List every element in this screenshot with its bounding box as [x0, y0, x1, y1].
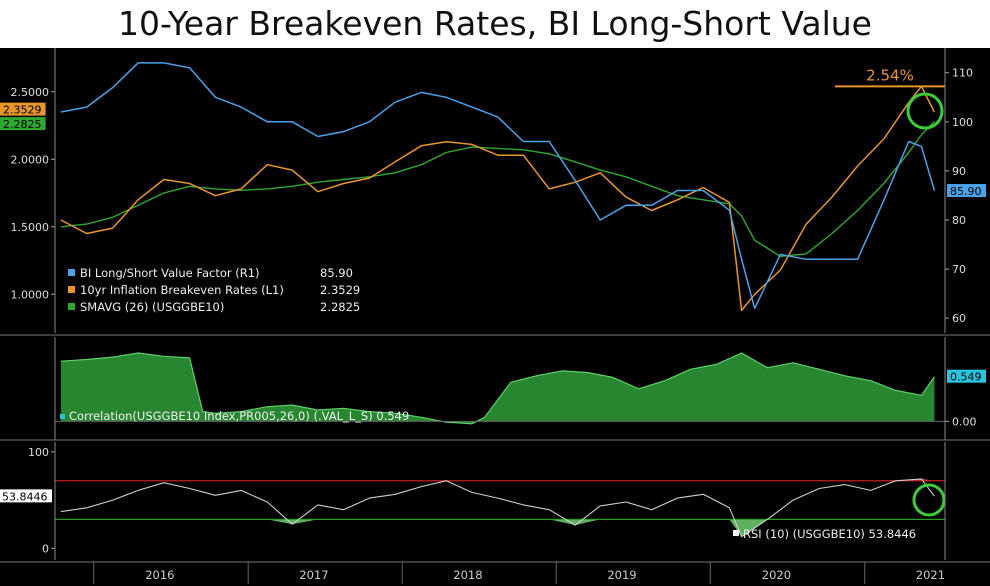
rsi-value-tag: 53.8446 [2, 490, 48, 503]
legend-label: SMAVG (26) (USGGBE10) [80, 300, 224, 314]
correlation-panel: 0.00 0.549 Correlation(USGGBE10 Index,PR00… [55, 352, 986, 428]
peak-annotation: 2.54% [866, 66, 914, 84]
rsi-panel: 0 100 53.8446 RSI (10) (USGGBE10) 53.8446 [0, 446, 946, 555]
chart-canvas: 1.0000 1.5000 2.0000 2.5000 60 70 80 90 100 110 2.… [0, 48, 990, 586]
x-tick-label: 2017 [299, 568, 328, 582]
left-tick-label: 1.0000 [11, 288, 50, 301]
correlation-tick-label: 0.00 [952, 415, 977, 428]
legend-label: 10yr Inflation Breakeven Rates (L1) [80, 283, 284, 297]
correlation-legend-swatch [60, 414, 65, 419]
x-tick-label: 2018 [453, 568, 482, 582]
legend-swatch [68, 286, 75, 293]
correlation-legend: Correlation(USGGBE10 Index,PR005,26,0) (… [69, 409, 409, 423]
value-factor-line [60, 62, 936, 310]
x-tick-label: 2021 [916, 568, 945, 582]
smavg-line [60, 121, 935, 258]
price-panel: 1.0000 1.5000 2.0000 2.5000 60 70 80 90 100 110 2.… [0, 62, 986, 325]
legend-label: BI Long/Short Value Factor (R1) [80, 266, 260, 280]
x-tick-label: 2016 [145, 568, 174, 582]
left-tick-label: 2.5000 [11, 86, 50, 99]
left-tick-label: 1.5000 [11, 221, 50, 234]
breakeven-line [60, 85, 936, 312]
breakeven-value-tag: 2.3529 [3, 104, 42, 117]
price-legend: BI Long/Short Value Factor (R1) 85.90 10yr… [62, 266, 370, 322]
value-factor-value-tag-bg [947, 184, 986, 198]
rsi-tick-label: 100 [28, 446, 49, 459]
highlight-circle [906, 92, 944, 130]
smavg-value-tag: 2.2825 [3, 118, 42, 131]
legend-swatch [68, 303, 75, 310]
left-tick-label: 2.0000 [11, 153, 50, 166]
rsi-highlight-circle [912, 483, 946, 517]
right-tick-label: 110 [952, 67, 973, 80]
legend-swatch [68, 269, 75, 276]
legend-value: 2.3529 [320, 283, 360, 297]
legend-value: 2.2825 [320, 300, 360, 314]
rsi-legend-swatch [733, 530, 739, 536]
value-factor-value-tag: 85.90 [950, 185, 982, 198]
breakeven-value-tag-bg [0, 102, 46, 116]
correlation-value-tag-bg [947, 369, 986, 383]
right-tick-label: 100 [952, 116, 973, 129]
right-tick-label: 70 [952, 263, 966, 276]
smavg-value-tag-bg [0, 117, 46, 131]
correlation-value-tag: 0.549 [950, 371, 982, 384]
rsi-tick-label: 0 [42, 542, 49, 555]
right-tick-label: 60 [952, 312, 966, 325]
x-tick-label: 2019 [607, 568, 636, 582]
rsi-legend: RSI (10) (USGGBE10) 53.8446 [743, 527, 916, 541]
rsi-value-tag-bg [0, 489, 52, 503]
rsi-line [60, 478, 935, 538]
x-axis: 2016 2017 2018 2019 2020 2021 [0, 561, 990, 584]
legend-box [62, 266, 370, 322]
x-tick-label: 2020 [762, 568, 791, 582]
chart-title: 10-Year Breakeven Rates, BI Long-Short V… [118, 4, 872, 43]
right-tick-label: 90 [952, 165, 966, 178]
legend-value: 85.90 [320, 266, 353, 280]
correlation-line [60, 352, 935, 425]
right-tick-label: 80 [952, 214, 966, 227]
